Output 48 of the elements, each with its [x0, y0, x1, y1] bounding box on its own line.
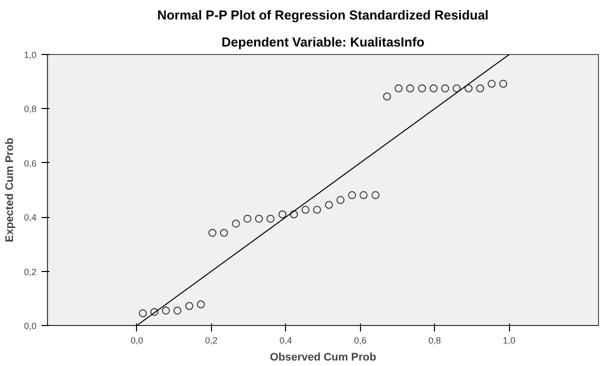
chart-subtitle: Dependent Variable: KualitasInfo: [222, 34, 425, 50]
point: [441, 84, 450, 92]
point: [452, 84, 461, 92]
point: [360, 191, 368, 200]
x-tick-label: 0,8: [428, 336, 441, 346]
point: [394, 84, 403, 92]
chart-title: Normal P-P Plot of Regression Standardized Residual: [157, 8, 489, 22]
point: [266, 214, 275, 223]
y-tick-label: 0,0: [24, 321, 37, 331]
point: [430, 84, 438, 92]
point: [196, 300, 205, 308]
point: [290, 210, 298, 218]
x-tick-label: 0,4: [280, 336, 292, 346]
point: [418, 84, 426, 92]
point: [371, 191, 380, 200]
point: [232, 220, 240, 228]
point: [173, 306, 182, 315]
point: [488, 80, 496, 88]
y-tick-label: 0,8: [24, 104, 37, 114]
x-tick-label: 0,0: [130, 336, 144, 346]
y-tick-label: 0,6: [24, 158, 37, 168]
x-tick-label: 0,6: [354, 336, 366, 346]
point: [302, 206, 310, 214]
y-tick-label: 1,0: [24, 50, 37, 60]
point: [464, 84, 473, 92]
point: [138, 309, 147, 318]
point: [150, 308, 158, 316]
point: [278, 210, 286, 218]
x-tick-label: 0,2: [205, 336, 218, 346]
point: [185, 302, 194, 310]
x-axis-title: Observed Cum Prob: [270, 352, 376, 364]
point: [348, 191, 356, 200]
point: [243, 214, 252, 223]
y-tick-label: 0,2: [24, 266, 37, 277]
point: [406, 84, 414, 92]
point: [324, 200, 333, 209]
y-tick-label: 0,4: [24, 212, 37, 223]
point: [313, 206, 322, 214]
point: [220, 228, 228, 237]
point: [208, 228, 216, 237]
point: [336, 196, 344, 204]
point: [476, 84, 484, 92]
point: [254, 214, 263, 223]
point: [383, 92, 392, 100]
y-axis-title: Expected Cum Prob: [4, 137, 16, 242]
x-tick-label: 1,0: [502, 336, 516, 346]
point: [499, 80, 508, 88]
point: [162, 306, 170, 315]
